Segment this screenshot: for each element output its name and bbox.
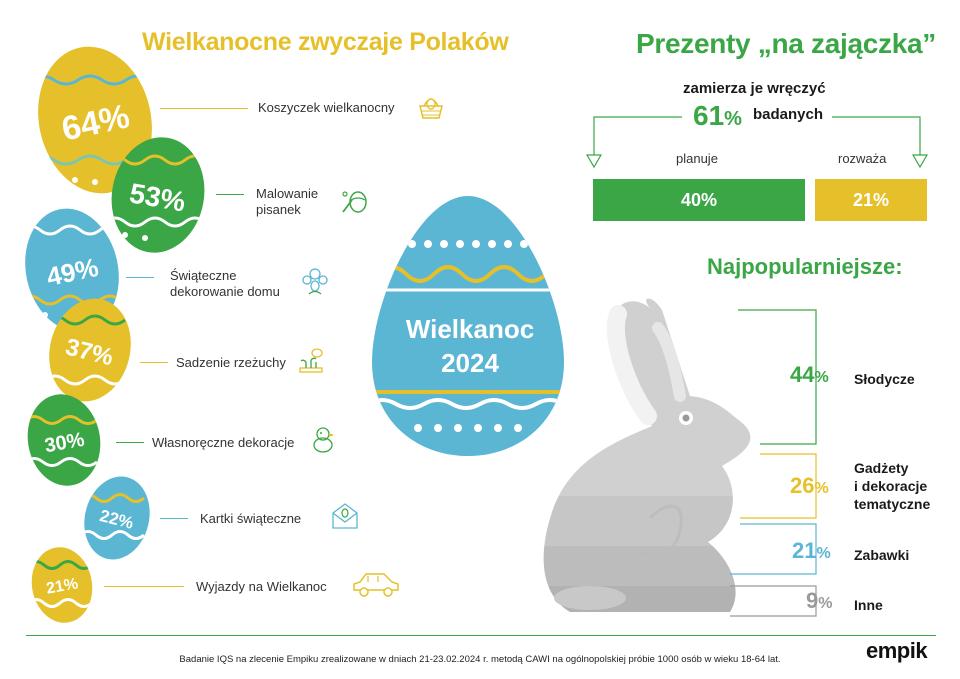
rabbit-illustration: [543, 298, 751, 612]
custom-label-painting: Malowanie pisanek: [256, 186, 318, 218]
plan-label: planuje: [676, 151, 718, 166]
custom-label-handmade: Własnoręczne dekoracje: [152, 435, 295, 450]
popular-pct-other: 9%: [806, 588, 832, 614]
popular-pct-gadgets: 26%: [790, 473, 829, 499]
custom-label-cards: Kartki świąteczne: [200, 511, 302, 526]
gifts-title: Prezenty „na zajączka”: [636, 28, 936, 59]
gifts-total-percent: 61%: [693, 100, 742, 132]
greeting-card-icon: [332, 503, 358, 529]
cress-planting-icon: [299, 348, 323, 373]
popular-title: Najpopularniejsze:: [707, 254, 903, 279]
popular-pct-sweets: 44%: [790, 362, 829, 388]
central-egg: Wielkanoc 2024: [372, 196, 564, 456]
egg-64: [29, 46, 152, 194]
pct-unit: %: [816, 545, 831, 562]
pct-value: 44: [790, 362, 815, 387]
popular-brackets: [730, 309, 817, 617]
custom-label-travel: Wyjazdy na Wielkanoc: [196, 579, 327, 594]
pct-unit: %: [818, 595, 833, 612]
pct-unit: %: [814, 369, 829, 386]
custom-label-line: dekorowanie domu: [170, 284, 280, 299]
car-icon: [353, 573, 399, 597]
connector-line: [216, 194, 244, 195]
consider-bar: 21%: [815, 179, 927, 221]
connector-line: [104, 586, 184, 587]
connector-line: [160, 108, 248, 109]
painting-eggs-icon: [342, 191, 367, 213]
gifts-total-value: 61: [693, 100, 725, 131]
egg-30: [24, 394, 101, 486]
label-line: Gadżety: [854, 460, 909, 476]
customs-title: Wielkanocne zwyczaje Polaków: [142, 28, 509, 56]
connector-line: [160, 518, 188, 519]
central-egg-line2: 2024: [441, 348, 499, 378]
custom-label-decorating: Świąteczne dekorowanie domu: [170, 268, 280, 300]
popular-label-sweets: Słodycze: [854, 371, 915, 387]
custom-label-line: Malowanie: [256, 186, 319, 201]
central-egg-line1: Wielkanoc: [406, 314, 534, 344]
connector-line: [126, 277, 154, 278]
footer-note: Badanie IQS na zlecenie Empiku zrealizow…: [179, 654, 781, 665]
connector-line: [116, 442, 144, 443]
label-line: tematyczne: [854, 496, 931, 512]
popular-label-gadgets: Gadżety i dekoracje tematyczne: [854, 459, 930, 513]
customs-eggs: 64% 53% 49% 37% 30% 22% 21%: [19, 46, 206, 623]
consider-label: rozważa: [838, 151, 887, 166]
basket-icon: [419, 98, 443, 119]
popular-pct-toys: 21%: [792, 538, 831, 564]
pct-unit: %: [814, 480, 829, 497]
home-decoration-icon: [302, 268, 328, 295]
custom-label-line: pisanek: [256, 202, 301, 217]
pct-value: 21: [792, 538, 817, 563]
handmade-chick-icon: [313, 427, 334, 453]
plan-bar: 40%: [593, 179, 805, 221]
egg-21: [27, 547, 93, 623]
respondents-text: badanych: [753, 106, 824, 123]
custom-label-basket: Koszyczek wielkanocny: [258, 100, 395, 115]
empik-logo: empik: [866, 638, 928, 663]
label-line: i dekoracje: [854, 478, 928, 494]
popular-label-toys: Zabawki: [854, 547, 910, 563]
popular-label-other: Inne: [854, 597, 883, 613]
split-arrows: [585, 116, 929, 169]
custom-label-cress: Sadzenie rzeżuchy: [176, 355, 286, 370]
pct-value: 9: [806, 588, 819, 613]
gifts-total-unit: %: [724, 108, 742, 130]
egg-pct-21: 21%: [45, 575, 79, 597]
footer-divider: [26, 635, 936, 636]
pct-value: 26: [790, 473, 815, 498]
connector-line: [140, 362, 168, 363]
intend-text: zamierza je wręczyć: [683, 80, 826, 97]
custom-label-line: Świąteczne: [170, 268, 237, 283]
